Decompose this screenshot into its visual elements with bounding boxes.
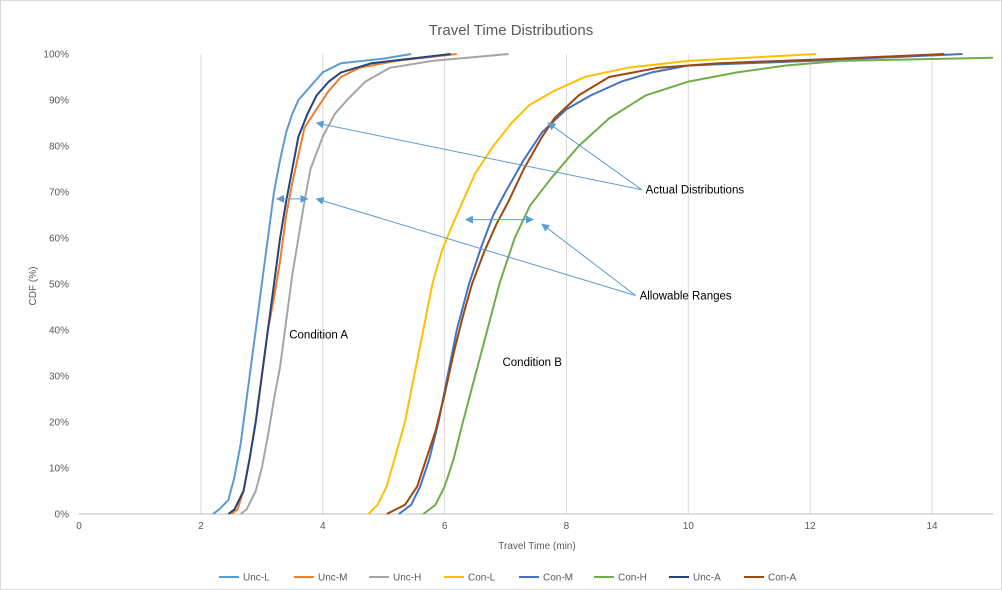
x-tick-label: 10 [683, 521, 695, 532]
x-tick-label: 8 [564, 521, 570, 532]
y-tick-label: 20% [49, 418, 69, 429]
legend-label-unc-l: Unc-L [243, 573, 270, 584]
y-tick-label: 60% [49, 234, 69, 245]
series-line-con-l [367, 53, 817, 515]
y-tick-label: 50% [49, 280, 69, 291]
legend-label-con-l: Con-L [468, 573, 496, 584]
series-line-unc-l [212, 53, 412, 515]
legend-label-con-h: Con-H [618, 573, 647, 584]
annotation-label: Actual Distributions [646, 185, 745, 197]
annotation-label: Condition A [289, 330, 348, 342]
annotation-arrow [315, 197, 636, 296]
y-tick-label: 40% [49, 326, 69, 337]
legend: Unc-L Unc-M Unc-H Con-L Con-M Con-H Unc-A Con-A [219, 573, 797, 584]
annotations: Condition A Condition B Actual Distributio… [276, 120, 745, 369]
legend-label-unc-a: Unc-A [693, 573, 721, 584]
x-tick-label: 0 [76, 521, 82, 532]
chart-title: Travel Time Distributions [429, 22, 594, 39]
y-tick-label: 70% [49, 188, 69, 199]
grid [200, 54, 933, 514]
y-tick-label: 90% [49, 96, 69, 107]
x-tick-label: 4 [320, 521, 326, 532]
series-line-unc-h [239, 53, 509, 515]
legend-label-con-a: Con-A [768, 573, 797, 584]
y-tick-label: 10% [49, 464, 69, 475]
annotation-arrow [315, 120, 642, 191]
legend-label-con-m: Con-M [543, 573, 573, 584]
series-line-unc-a [227, 53, 451, 515]
y-tick-label: 30% [49, 372, 69, 383]
x-axis-title: Travel Time (min) [498, 541, 575, 552]
x-tick-label: 14 [927, 521, 939, 532]
annotation-arrow [541, 223, 636, 296]
series-line-con-m [398, 53, 963, 515]
annotation-arrow [547, 122, 642, 191]
legend-label-unc-m: Unc-M [318, 573, 347, 584]
y-tick-label: 0% [55, 510, 70, 521]
axes: 0 2 4 6 8 10 12 14 0% 10% 20% 30% 40% 50% 60% 70% 80% 90%… [43, 50, 993, 532]
series-line-con-h [422, 56, 994, 515]
x-tick-label: 2 [198, 521, 204, 532]
annotation-label: Condition B [502, 357, 562, 369]
x-tick-label: 12 [805, 521, 817, 532]
y-tick-label: 100% [43, 50, 69, 61]
y-tick-label: 80% [49, 142, 69, 153]
legend-label-unc-h: Unc-H [393, 573, 421, 584]
x-tick-label: 6 [442, 521, 448, 532]
annotation-label: Allowable Ranges [640, 291, 732, 303]
y-axis-title: CDF (%) [28, 267, 39, 306]
series-lines [212, 53, 994, 515]
series-line-con-a [386, 53, 945, 515]
